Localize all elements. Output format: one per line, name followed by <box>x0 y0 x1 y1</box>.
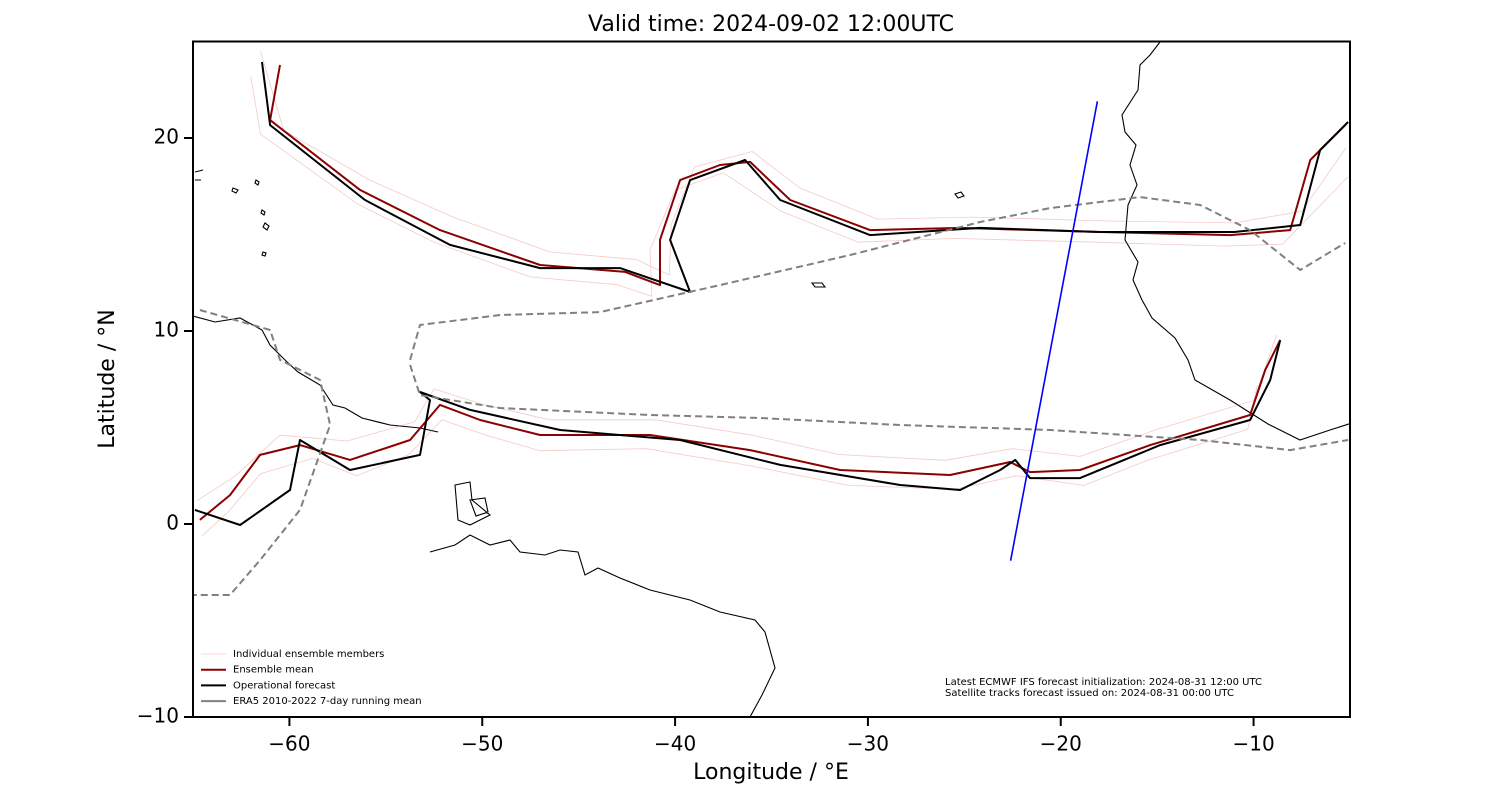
x-tick-label: −50 <box>461 732 503 756</box>
lines <box>193 50 1349 596</box>
annotation: Latest ECMWF IFS forecast initialization… <box>945 677 1262 688</box>
coast-south-america <box>429 534 776 717</box>
series-line <box>199 64 1346 521</box>
y-tick-label: 0 <box>166 511 179 535</box>
legend-label: Ensemble mean <box>233 665 314 676</box>
y-tick-label: −10 <box>137 704 179 728</box>
chart-title: Valid time: 2024-09-02 12:00UTC <box>588 12 954 37</box>
y-tick-label: 10 <box>154 318 179 342</box>
axes-frame <box>192 40 1351 718</box>
x-tick-label: −30 <box>847 732 889 756</box>
coastlines <box>193 41 1350 717</box>
annotation: Satellite tracks forecast issued on: 202… <box>945 688 1234 699</box>
coast-islands <box>194 169 965 526</box>
series-line <box>196 50 1349 536</box>
y-axis-label: Latitude / °N <box>95 309 120 448</box>
series-line <box>194 61 1349 526</box>
legend-label: Individual ensemble members <box>233 649 384 660</box>
satellite-track <box>1009 101 1099 561</box>
coast-central-america <box>193 315 439 433</box>
x-axis-label: Longitude / °E <box>693 760 849 785</box>
y-tick-label: 20 <box>154 125 179 149</box>
x-tick-label: −40 <box>654 732 696 756</box>
x-tick-label: −10 <box>1232 732 1274 756</box>
x-tick-label: −60 <box>268 732 310 756</box>
x-tick-label: −20 <box>1040 732 1082 756</box>
coast-africa <box>1121 41 1350 441</box>
legend-label: ERA5 2010-2022 7-day running mean <box>233 696 422 707</box>
series-line <box>193 196 1349 596</box>
legend-label: Operational forecast <box>233 680 335 691</box>
